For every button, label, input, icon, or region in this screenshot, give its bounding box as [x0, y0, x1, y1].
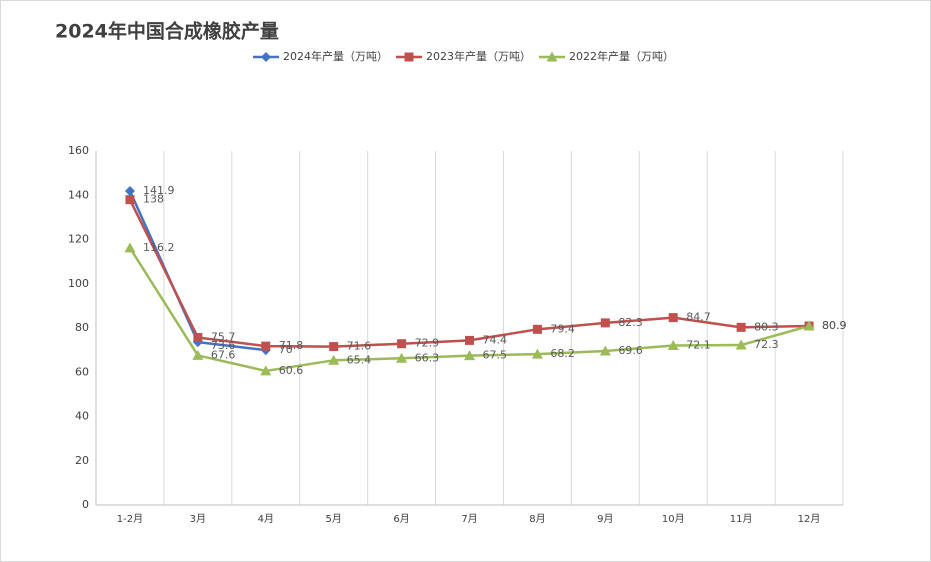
data-point [125, 195, 135, 205]
x-tick-label: 7月 [461, 513, 477, 525]
data-point [667, 339, 679, 350]
legend-label: 2022年产量（万吨） [569, 49, 674, 63]
x-tick-label: 4月 [258, 513, 274, 525]
data-label: 71.6 [347, 340, 372, 353]
legend-label: 2024年产量（万吨） [283, 49, 388, 63]
x-tick-label: 3月 [190, 513, 206, 525]
data-point [124, 186, 135, 197]
y-tick-label: 20 [75, 454, 89, 467]
x-tick-label: 6月 [393, 513, 409, 525]
data-label: 68.2 [550, 347, 575, 360]
y-tick-label: 160 [68, 144, 89, 157]
data-point [464, 350, 475, 361]
y-tick-label: 60 [75, 365, 89, 378]
data-label: 66.3 [415, 351, 440, 364]
x-tick-label: 5月 [325, 513, 341, 525]
data-point [396, 352, 408, 363]
data-label: 67.6 [211, 348, 236, 361]
data-label: 84.7 [686, 311, 711, 324]
data-point [260, 365, 272, 376]
data-label: 116.2 [143, 241, 175, 254]
data-point [261, 341, 271, 351]
data-label: 82.3 [618, 316, 643, 329]
data-label: 74.4 [483, 333, 508, 346]
y-tick-label: 80 [75, 321, 89, 334]
data-point [532, 324, 542, 334]
data-point [600, 318, 610, 328]
y-tick-label: 140 [68, 188, 89, 201]
data-label: 72.9 [415, 337, 440, 350]
data-label: 73.6 [211, 339, 236, 352]
data-label: 80.3 [754, 320, 779, 333]
data-point [736, 322, 746, 332]
data-label: 72.1 [686, 338, 711, 351]
data-label: 70 [279, 343, 293, 356]
y-tick-label: 0 [82, 498, 89, 511]
x-tick-label: 1-2月 [117, 513, 143, 525]
data-label: 71.8 [279, 339, 304, 352]
y-tick-label: 40 [75, 410, 89, 423]
data-point [329, 342, 339, 352]
data-point [803, 320, 815, 331]
legend-marker [546, 51, 558, 62]
data-label: 80.9 [822, 319, 847, 332]
y-tick-label: 100 [68, 277, 89, 290]
data-point [531, 348, 543, 359]
data-label: 138 [143, 193, 164, 206]
x-tick-label: 11月 [730, 513, 753, 525]
data-label: 60.6 [279, 364, 304, 377]
data-label: 72.3 [754, 338, 779, 351]
x-tick-label: 8月 [529, 513, 545, 525]
data-label: 79.4 [550, 322, 575, 335]
data-point [193, 333, 203, 343]
data-label: 65.4 [347, 353, 372, 366]
legend-label: 2023年产量（万吨） [426, 49, 531, 63]
data-label: 67.5 [483, 349, 508, 362]
data-point [397, 339, 407, 349]
y-tick-label: 120 [68, 233, 89, 246]
x-tick-label: 10月 [662, 513, 685, 525]
data-point [328, 354, 340, 365]
legend-marker [404, 52, 414, 62]
data-label: 69.6 [618, 344, 643, 357]
x-tick-label: 9月 [597, 513, 613, 525]
data-point [735, 339, 747, 350]
data-point [599, 345, 611, 356]
data-label: 141.9 [143, 184, 175, 197]
data-point [668, 313, 678, 323]
data-point [124, 242, 136, 253]
legend-marker [261, 52, 271, 62]
data-point [192, 349, 204, 360]
data-label: 75.7 [211, 331, 236, 344]
x-tick-label: 12月 [798, 513, 821, 525]
data-point [465, 335, 474, 345]
data-label: 80.9 [822, 319, 847, 332]
chart-title: 2024年中国合成橡胶产量 [55, 20, 279, 43]
